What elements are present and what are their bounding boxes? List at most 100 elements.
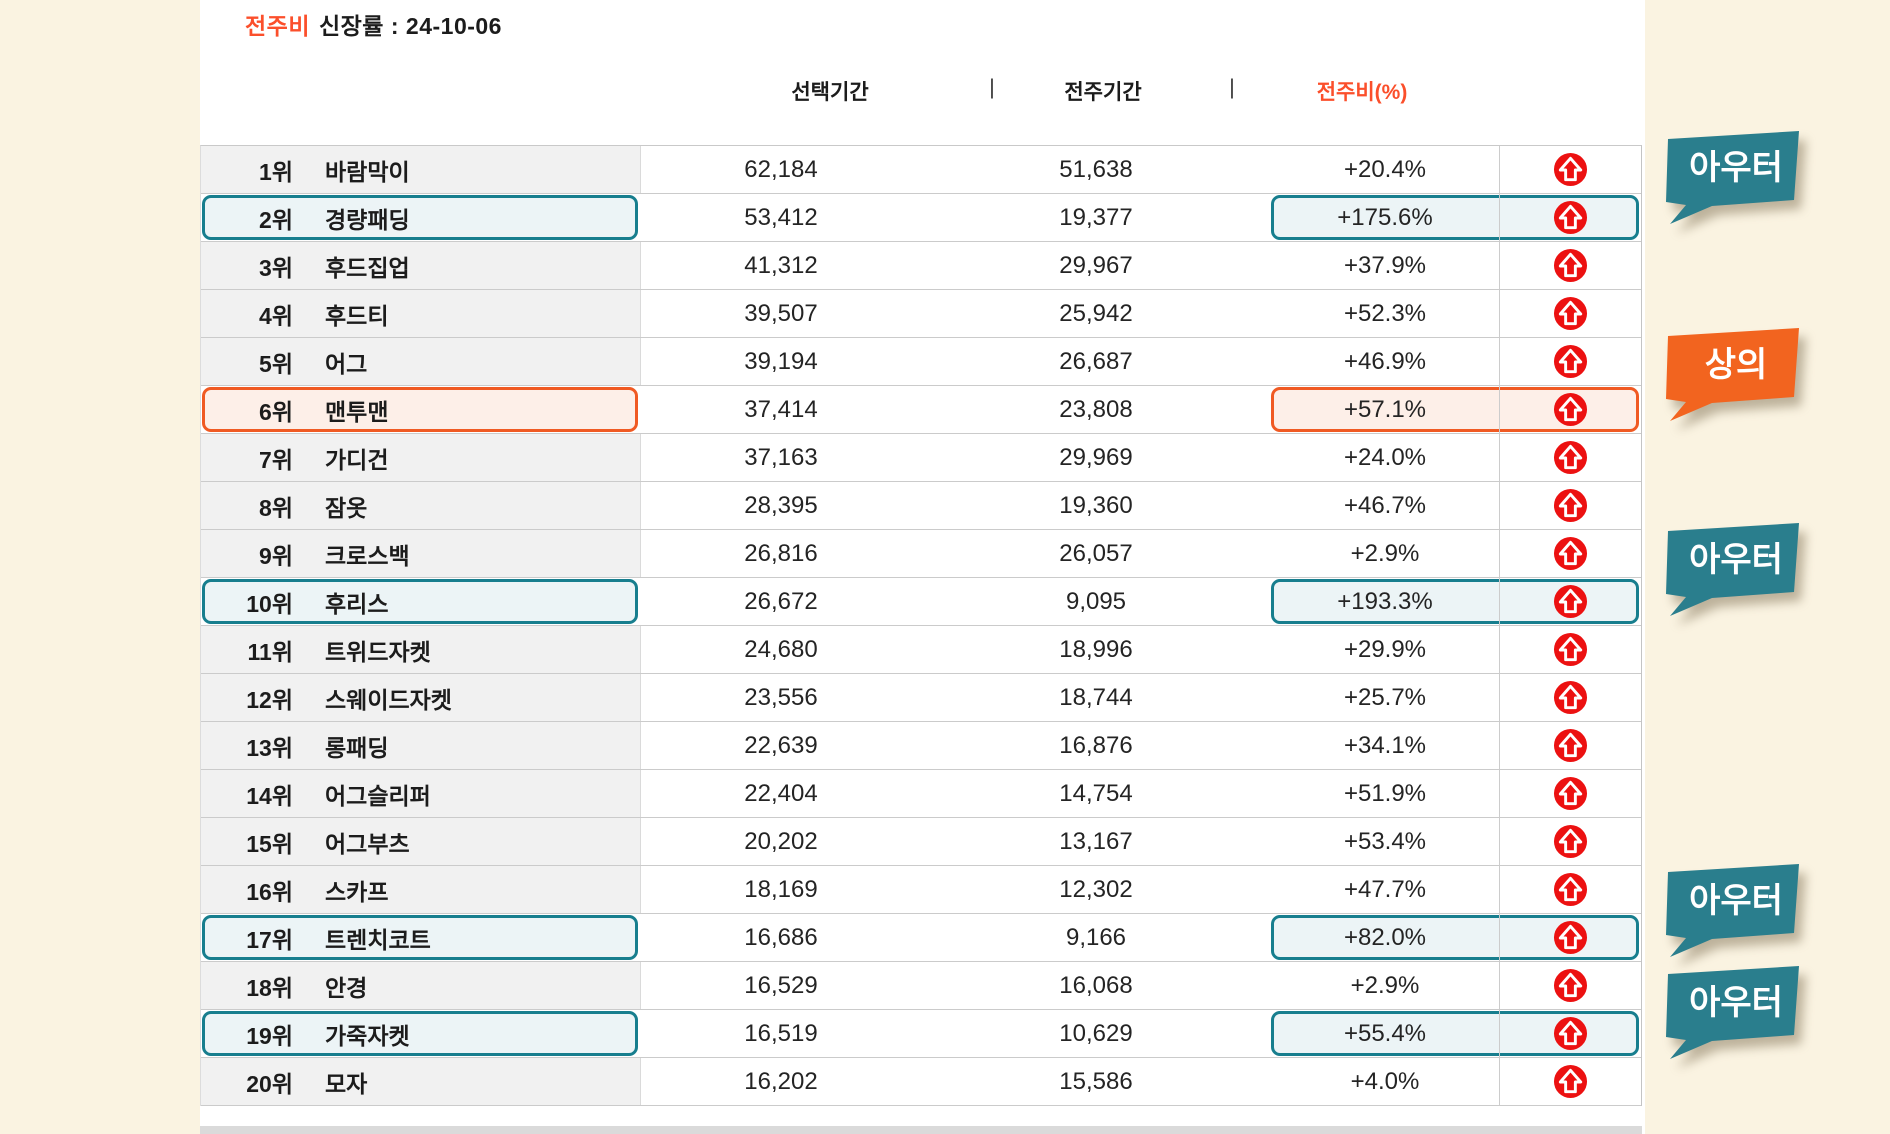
keyword-cell: 13위 롱패딩 xyxy=(201,722,641,769)
header-change-ratio: 전주비(%) xyxy=(1316,81,1408,104)
rank-label: 19위 xyxy=(246,1022,293,1049)
trend-cell xyxy=(1499,1058,1640,1105)
keyword-cell: 19위 가죽자켓 xyxy=(201,1010,641,1057)
keyword-label: 스카프 xyxy=(325,878,389,905)
rank-label: 5위 xyxy=(259,350,293,377)
rank-label: 3위 xyxy=(259,254,293,281)
keyword-cell: 15위 어그부츠 xyxy=(201,818,641,865)
change-percent-value: +47.7% xyxy=(1343,875,1427,903)
table-row: 17위 트렌치코트 16,686 9,166 +82.0% xyxy=(201,914,1641,962)
keyword-label: 트렌치코트 xyxy=(325,926,431,953)
header-selected-period: 선택기간 xyxy=(791,81,869,104)
callout-bubble-shape xyxy=(1666,131,1799,224)
change-percent-value: +2.9% xyxy=(1350,971,1420,999)
keyword-cell: 17위 트렌치코트 xyxy=(201,914,641,961)
keyword-label: 바람막이 xyxy=(325,158,410,185)
rank-label: 10위 xyxy=(246,590,293,617)
trend-cell xyxy=(1499,626,1640,673)
rank-label: 8위 xyxy=(259,494,293,521)
rank-label: 1위 xyxy=(259,158,293,185)
trend-cell xyxy=(1499,242,1640,289)
keyword-cell: 8위 잠옷 xyxy=(201,482,641,529)
keyword-cell: 7위 가디건 xyxy=(201,434,641,481)
up-arrow-icon xyxy=(1553,584,1587,619)
selected-period-value: 26,672 xyxy=(744,587,818,615)
callout-bubble-shape xyxy=(1666,328,1799,421)
keyword-label: 가죽자켓 xyxy=(325,1022,410,1049)
row-name-highlight-box xyxy=(202,195,638,240)
keyword-label: 스웨이드자켓 xyxy=(325,686,452,713)
rank-label: 4위 xyxy=(259,302,293,329)
selected-period-value: 39,194 xyxy=(744,347,818,375)
previous-period-value: 9,095 xyxy=(1065,587,1127,615)
previous-period-value: 14,754 xyxy=(1059,779,1133,807)
trend-cell xyxy=(1499,722,1640,769)
change-percent-value: +82.0% xyxy=(1343,923,1427,951)
keyword-cell: 16위 스카프 xyxy=(201,866,641,913)
rank-label: 2위 xyxy=(259,206,293,233)
table-row: 8위 잠옷 28,395 19,360 +46.7% xyxy=(201,482,1641,530)
up-arrow-icon xyxy=(1553,632,1587,667)
title-rest: 신장률 : 24-10-06 xyxy=(318,13,502,39)
change-percent-value: +51.9% xyxy=(1343,779,1427,807)
up-arrow-icon xyxy=(1553,920,1587,955)
up-arrow-icon xyxy=(1553,968,1587,1003)
rank-label: 18위 xyxy=(246,974,293,1001)
previous-period-value: 12,302 xyxy=(1059,875,1133,903)
keyword-label: 어그슬리퍼 xyxy=(325,782,431,809)
previous-period-value: 19,360 xyxy=(1059,491,1133,519)
table-row: 5위 어그 39,194 26,687 +46.9% xyxy=(201,338,1641,386)
trend-cell xyxy=(1499,146,1640,193)
trend-cell xyxy=(1499,674,1640,721)
previous-period-value: 29,969 xyxy=(1059,443,1133,471)
rank-label: 14위 xyxy=(246,782,293,809)
trend-cell xyxy=(1499,1010,1640,1057)
up-arrow-icon xyxy=(1553,776,1587,811)
keyword-label: 후드티 xyxy=(325,302,389,329)
keyword-cell: 3위 후드집업 xyxy=(201,242,641,289)
rank-label: 11위 xyxy=(247,638,293,665)
rank-label: 6위 xyxy=(259,398,293,425)
selected-period-value: 20,202 xyxy=(744,827,818,855)
selected-period-value: 24,680 xyxy=(744,635,818,663)
table-row: 4위 후드티 39,507 25,942 +52.3% xyxy=(201,290,1641,338)
header-separator-2: | xyxy=(1229,76,1235,99)
selected-period-value: 18,169 xyxy=(744,875,818,903)
trend-cell xyxy=(1499,482,1640,529)
table-row: 12위 스웨이드자켓 23,556 18,744 +25.7% xyxy=(201,674,1641,722)
trend-cell xyxy=(1499,962,1640,1009)
selected-period-value: 22,639 xyxy=(744,731,818,759)
keyword-cell: 4위 후드티 xyxy=(201,290,641,337)
selected-period-value: 26,816 xyxy=(744,539,818,567)
change-percent-value: +46.9% xyxy=(1343,347,1427,375)
table-row: 18위 안경 16,529 16,068 +2.9% xyxy=(201,962,1641,1010)
previous-period-value: 29,967 xyxy=(1059,251,1133,279)
keyword-label: 잠옷 xyxy=(325,494,368,521)
up-arrow-icon xyxy=(1553,680,1587,715)
change-percent-value: +55.4% xyxy=(1343,1019,1427,1047)
rank-label: 9위 xyxy=(259,542,293,569)
trend-cell xyxy=(1499,914,1640,961)
change-percent-value: +24.0% xyxy=(1343,443,1427,471)
selected-period-value: 28,395 xyxy=(744,491,818,519)
callout-label: 아우터 xyxy=(1689,541,1783,579)
rank-label: 15위 xyxy=(246,830,293,857)
table-row: 7위 가디건 37,163 29,969 +24.0% xyxy=(201,434,1641,482)
previous-period-value: 25,942 xyxy=(1059,299,1133,327)
keyword-cell: 20위 모자 xyxy=(201,1058,641,1105)
change-percent-value: +2.9% xyxy=(1350,539,1420,567)
previous-period-value: 18,996 xyxy=(1059,635,1133,663)
title-highlight: 전주비 xyxy=(245,13,310,39)
category-callout-bubble: 아우터 xyxy=(1666,523,1799,616)
previous-period-value: 51,638 xyxy=(1059,155,1133,183)
row-name-highlight-box xyxy=(202,387,638,432)
category-callout-bubble: 아우터 xyxy=(1666,864,1799,957)
keyword-label: 안경 xyxy=(325,974,368,1001)
category-callout-bubble: 아우터 xyxy=(1666,131,1799,224)
up-arrow-icon xyxy=(1553,392,1587,427)
up-arrow-icon xyxy=(1553,152,1587,187)
up-arrow-icon xyxy=(1553,1064,1587,1099)
table-row: 16위 스카프 18,169 12,302 +47.7% xyxy=(201,866,1641,914)
keyword-label: 롱패딩 xyxy=(325,734,389,761)
